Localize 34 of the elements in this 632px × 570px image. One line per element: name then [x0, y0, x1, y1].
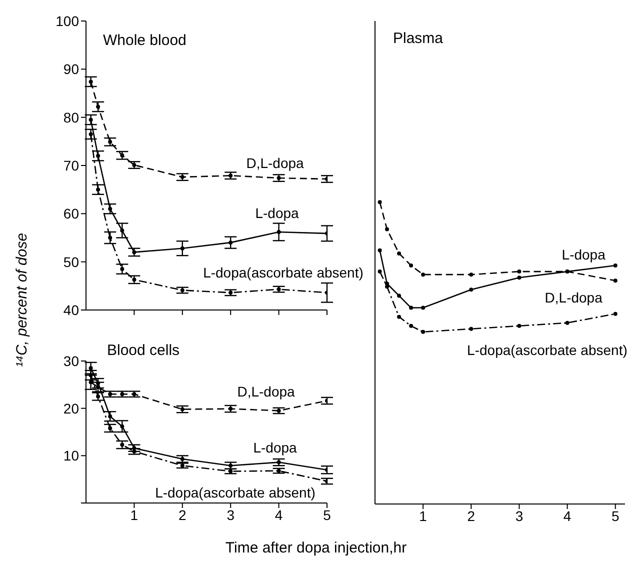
x-tick-label: 5 — [323, 506, 332, 523]
x-tick-label: 2 — [178, 506, 186, 523]
y-tick-label: 70 — [63, 157, 80, 174]
series-label: D,L-dopa — [246, 155, 304, 172]
series-label: D,L-dopa — [544, 290, 603, 306]
x-tick-label: 5 — [611, 508, 620, 524]
series-label: L-dopa — [562, 246, 606, 263]
series-label: L-dopa(ascorbate absent) — [467, 342, 628, 358]
x-tick-label: 2 — [467, 508, 476, 524]
chart-title: Plasma — [393, 30, 444, 47]
x-tick-label: 3 — [226, 506, 235, 523]
y-tick-label: 80 — [63, 109, 80, 126]
y-tick-label: 50 — [63, 254, 80, 270]
x-axis-title: Time after dopa injection,hr — [225, 540, 407, 556]
series-label: D,L-dopa — [237, 384, 296, 400]
y-tick-label: 60 — [63, 206, 80, 222]
series-label: L-dopa — [255, 204, 300, 221]
x-tick-label: 4 — [563, 508, 572, 524]
y-tick-label: 100 — [56, 12, 80, 29]
chart-title: Blood cells — [107, 342, 180, 359]
x-tick-label: 4 — [274, 506, 283, 523]
series-label: L-dopa(ascorbate absent) — [203, 264, 364, 280]
x-tick-label: 1 — [419, 508, 428, 524]
y-tick-label: 90 — [63, 61, 80, 78]
series-label: L-dopa(ascorbate absent) — [155, 484, 316, 501]
series-label: L-dopa — [253, 439, 298, 456]
y-tick-label: 10 — [63, 448, 80, 464]
x-tick-label: 1 — [130, 506, 138, 523]
y-tick-label: 40 — [63, 302, 80, 318]
y-axis-title: ¹⁴C, percent of dose — [14, 232, 30, 368]
y-tick-label: 20 — [63, 400, 80, 416]
text: Whole blood — [103, 32, 186, 49]
x-tick-label: 3 — [515, 508, 524, 524]
y-tick-label: 30 — [63, 352, 80, 369]
